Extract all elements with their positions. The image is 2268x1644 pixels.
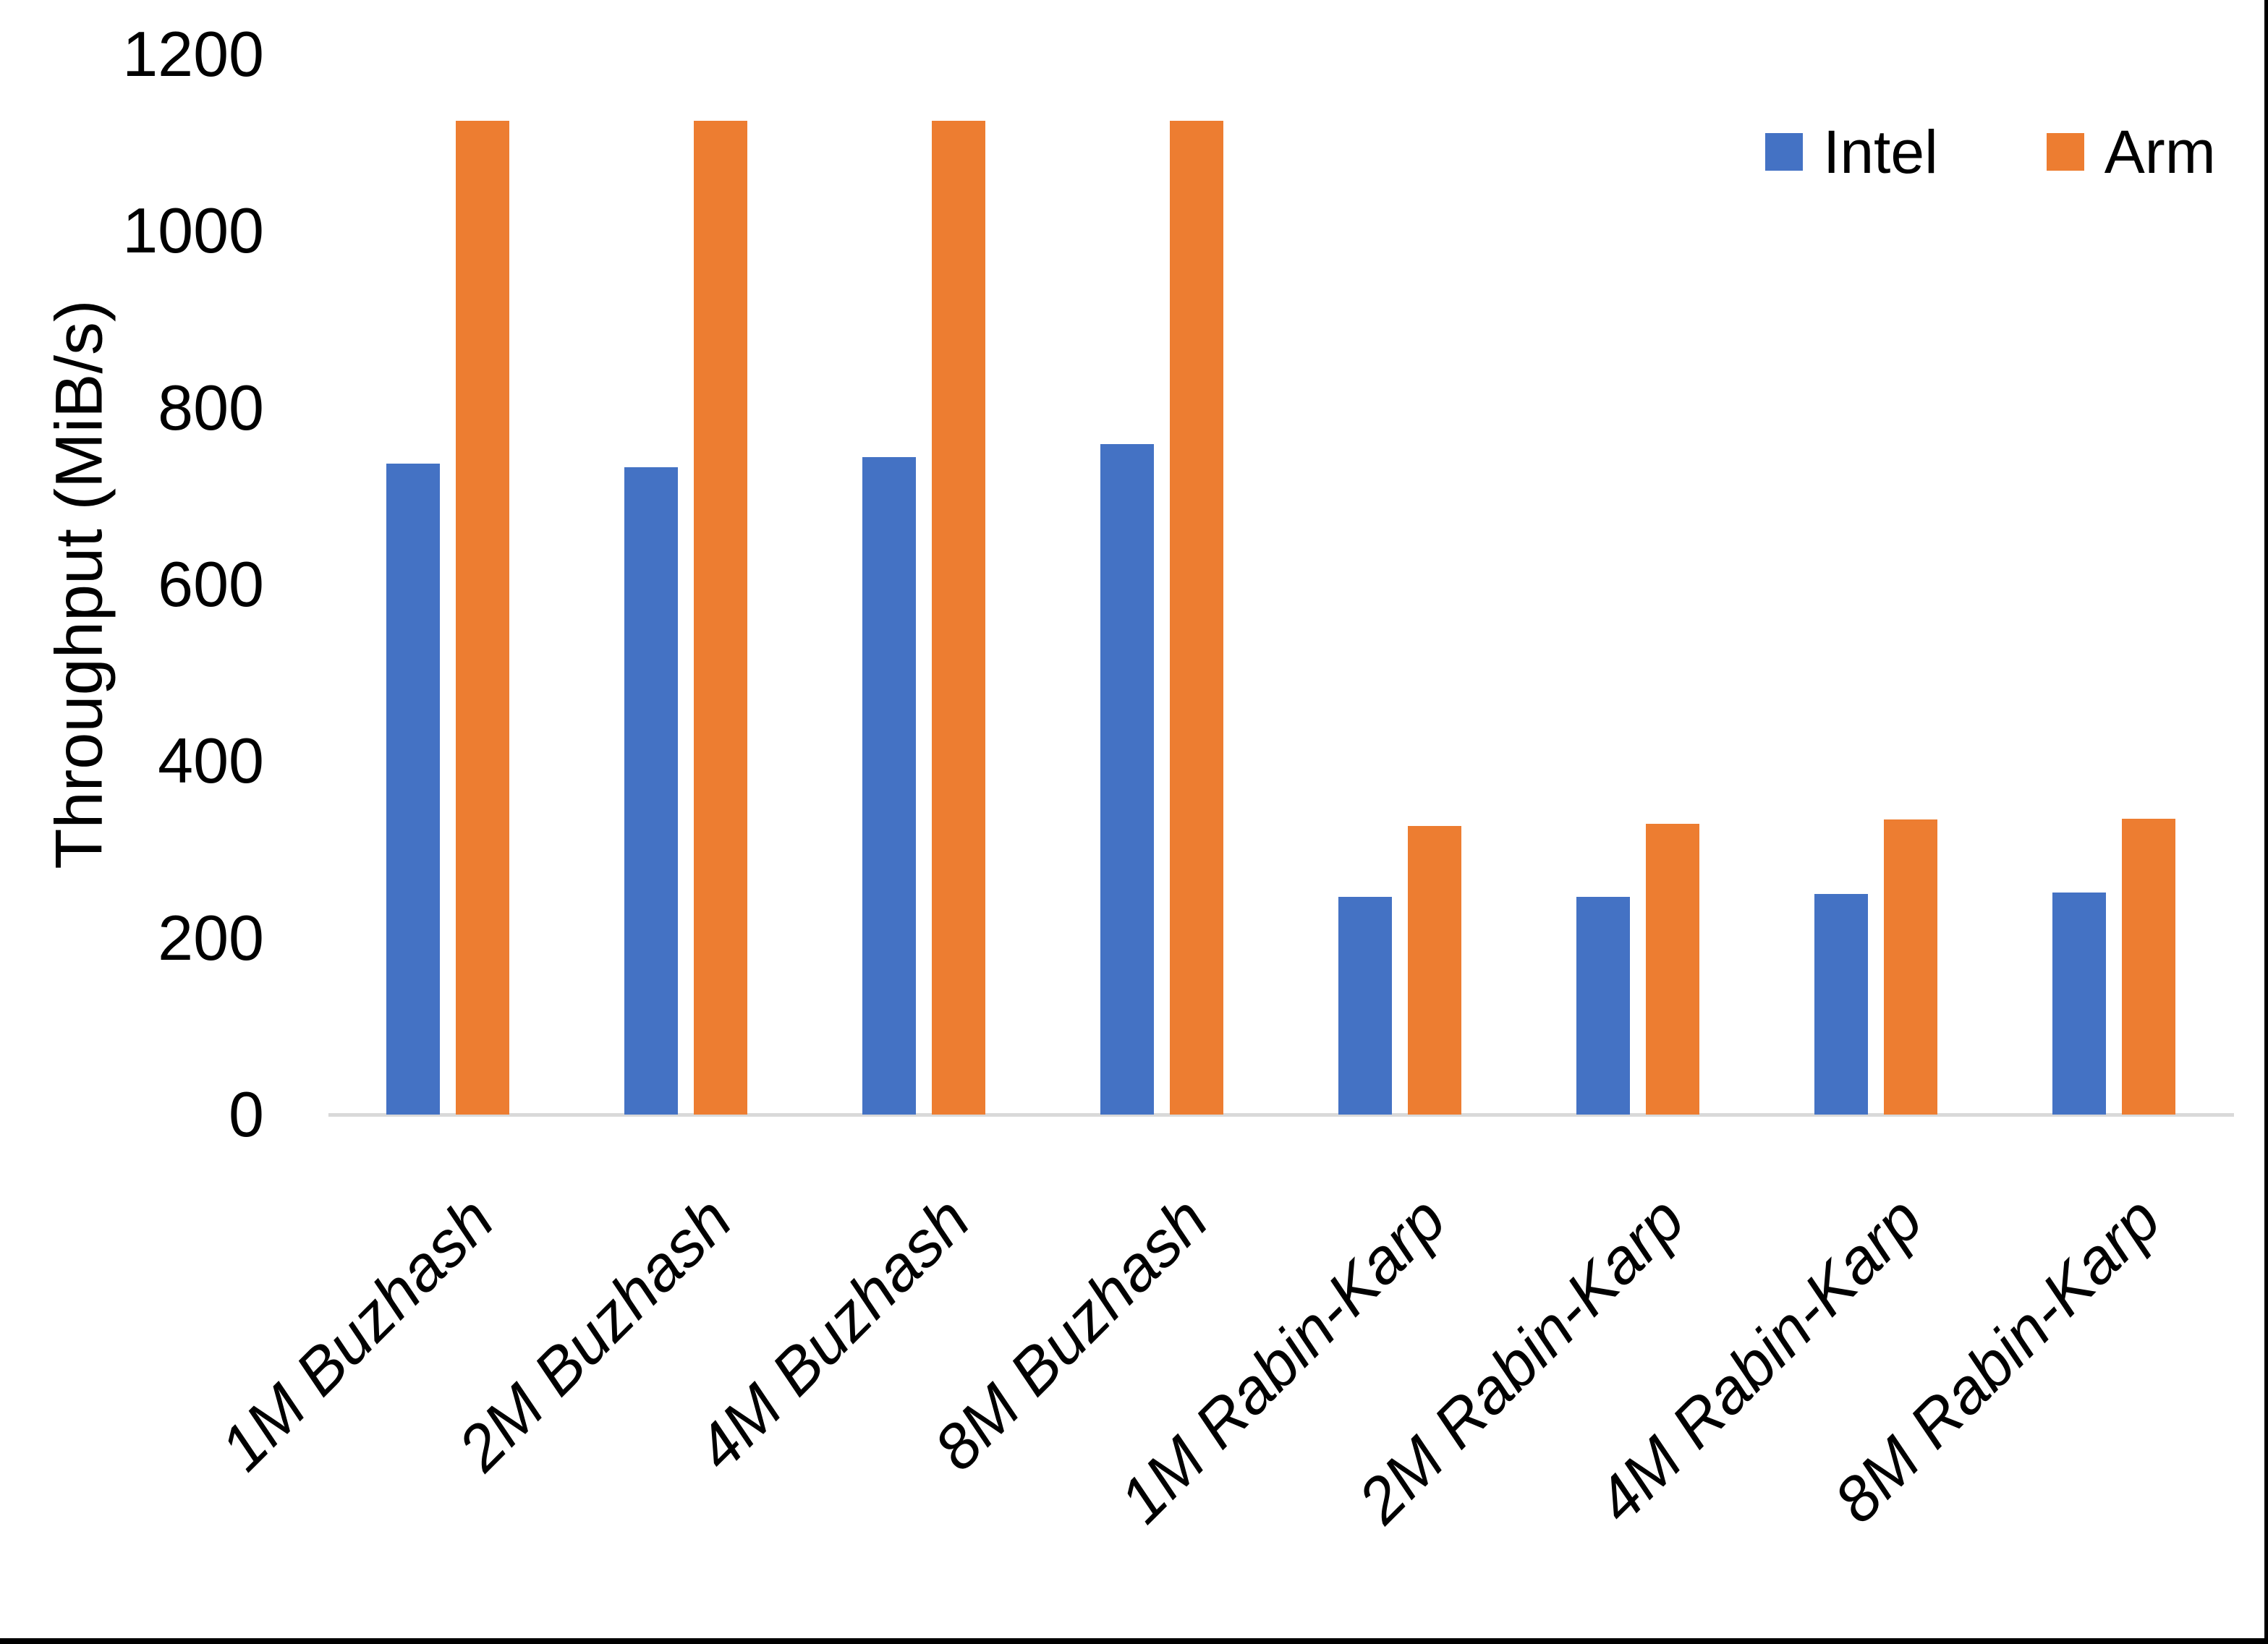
y-tick-label: 800 — [158, 371, 264, 443]
y-axis-title-wrap: Throughput (MiB/s) — [42, 0, 117, 1169]
bar-arm-3 — [932, 120, 986, 1115]
legend-item-intel: Intel — [1765, 122, 1938, 182]
bar-intel-5 — [1338, 897, 1393, 1115]
bar-arm-8 — [2122, 818, 2176, 1115]
bar-intel-4 — [1100, 443, 1155, 1115]
bar-intel-7 — [1814, 893, 1869, 1115]
bar-intel-3 — [862, 457, 917, 1115]
bar-intel-6 — [1576, 897, 1631, 1115]
y-axis-title: Throughput (MiB/s) — [43, 299, 117, 869]
y-tick-label: 600 — [158, 548, 264, 620]
frame-right-border — [2264, 0, 2268, 1644]
y-tick-label: 200 — [158, 901, 264, 974]
y-tick-label: 1000 — [122, 195, 264, 267]
x-axis-line — [328, 1113, 2234, 1117]
bar-intel-8 — [2052, 893, 2107, 1115]
y-tick-label: 400 — [158, 725, 264, 797]
bar-arm-7 — [1884, 819, 1938, 1115]
y-tick-label: 1200 — [122, 18, 264, 90]
bar-arm-6 — [1646, 824, 1700, 1115]
legend-label-arm: Arm — [2104, 118, 2216, 186]
bar-intel-2 — [624, 467, 679, 1115]
legend-swatch-intel — [1765, 133, 1803, 171]
y-tick-label: 0 — [229, 1078, 264, 1150]
bar-arm-2 — [694, 120, 748, 1115]
legend-label-intel: Intel — [1823, 118, 1938, 186]
bar-arm-4 — [1170, 120, 1224, 1115]
legend-item-arm: Arm — [2046, 118, 2216, 186]
frame-bottom-border — [0, 1638, 2268, 1644]
legend-swatch-arm — [2046, 133, 2084, 171]
legend: Intel Arm — [1765, 122, 2216, 182]
bar-arm-5 — [1408, 825, 1462, 1115]
bar-arm-1 — [456, 120, 509, 1115]
bar-intel-1 — [386, 463, 440, 1115]
